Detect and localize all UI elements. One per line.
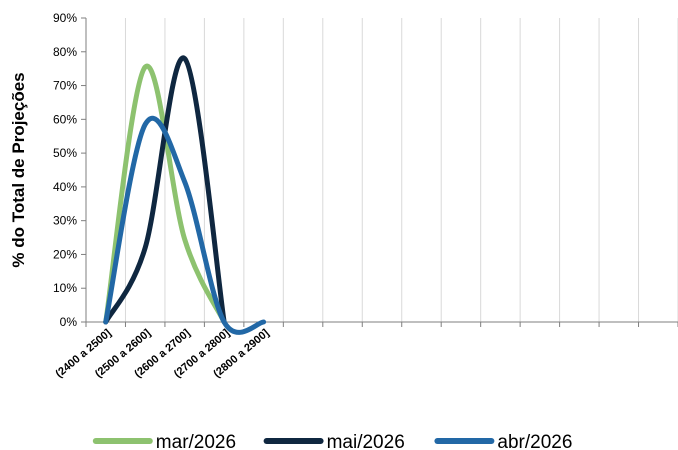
legend-label: mar/2026 xyxy=(156,432,236,450)
y-tick-label: 50% xyxy=(53,146,77,160)
y-tick-label: 10% xyxy=(53,281,77,295)
y-tick-labels: 0% 10% 20% 30% 40% 50% 60% 70% 80% 90% xyxy=(53,11,86,329)
y-axis-label: % do Total de Projeções xyxy=(9,72,28,267)
y-tick-label: 60% xyxy=(53,112,77,126)
series-lines xyxy=(103,55,267,335)
legend-label: abr/2026 xyxy=(497,432,572,450)
y-tick-label: 40% xyxy=(53,180,77,194)
series-line xyxy=(103,115,267,335)
y-tick-label: 90% xyxy=(53,11,77,25)
legend: mar/2026 mai/2026 abr/2026 xyxy=(92,432,572,450)
x-tick-labels: (2400 a 2500](2500 a 2600](2600 a 2700](… xyxy=(53,327,271,380)
y-tick-label: 70% xyxy=(53,79,77,93)
series-line xyxy=(103,55,227,325)
gridlines xyxy=(124,18,678,322)
y-tick-label: 20% xyxy=(53,247,77,261)
axes xyxy=(85,18,678,327)
legend-label: mai/2026 xyxy=(327,432,405,450)
y-tick-label: 80% xyxy=(53,45,77,59)
series-line xyxy=(103,63,227,325)
y-tick-label: 0% xyxy=(60,315,78,329)
y-tick-label: 30% xyxy=(53,214,77,228)
